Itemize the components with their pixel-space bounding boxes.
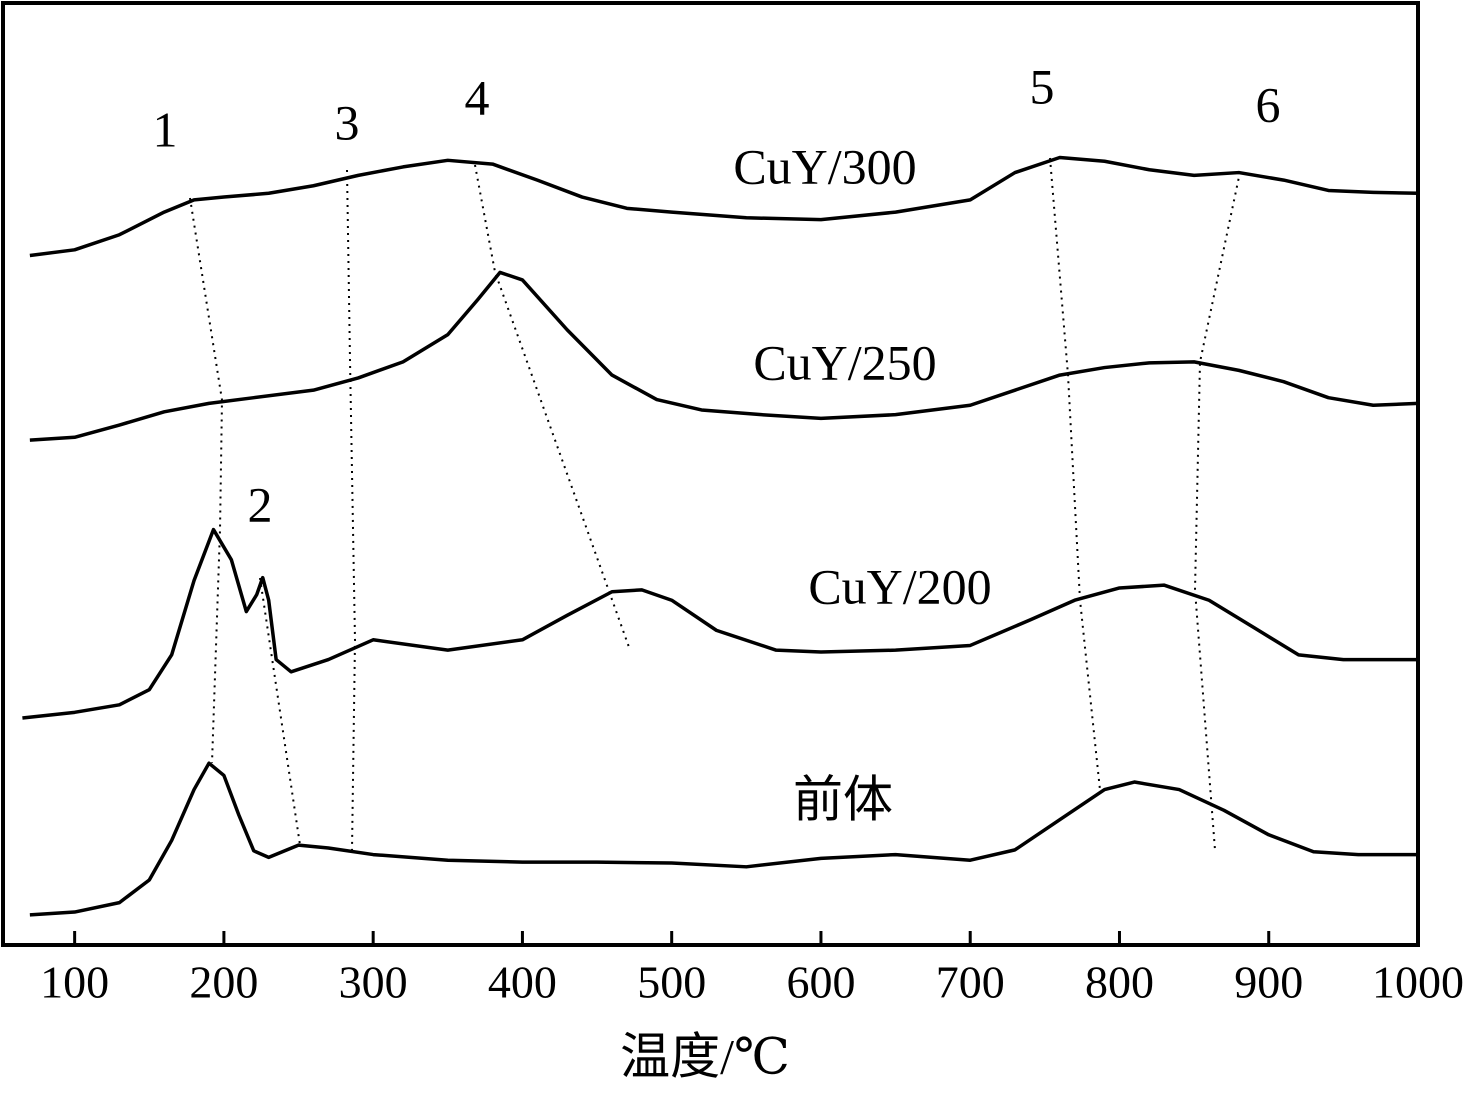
guide-line	[1193, 171, 1241, 851]
peak-label: 4	[465, 69, 490, 125]
x-tick-label: 700	[936, 957, 1005, 1008]
x-tick-label: 200	[189, 957, 258, 1008]
series-label: CuY/200	[808, 558, 991, 614]
x-tick-label: 400	[488, 957, 557, 1008]
data-line	[29, 155, 1419, 258]
peak-label: 1	[153, 101, 178, 157]
guide-line	[189, 197, 224, 764]
series-label: 前体	[793, 771, 893, 827]
x-tick-label: 300	[339, 957, 408, 1008]
peak-label: 2	[248, 476, 273, 532]
peak-label: 6	[1256, 76, 1281, 132]
guide-line	[474, 164, 631, 651]
peak-label: 3	[335, 94, 360, 150]
guide-line	[346, 169, 357, 851]
x-axis-label: 温度/℃	[620, 1028, 790, 1084]
plot-frame	[1, 1, 1420, 947]
x-tick-label: 900	[1234, 957, 1303, 1008]
peak-guides	[189, 157, 1241, 851]
x-tick-label: 1000	[1372, 957, 1464, 1008]
guide-line	[259, 577, 301, 846]
data-line	[29, 270, 1419, 442]
guide-line	[1049, 157, 1101, 791]
data-line	[29, 761, 1418, 917]
x-tick-label: 100	[40, 957, 109, 1008]
peak-label: 5	[1030, 58, 1055, 114]
series-label: CuY/300	[733, 138, 916, 194]
x-tick-label: 600	[786, 957, 855, 1008]
series-label: CuY/250	[753, 334, 936, 390]
x-tick-label: 500	[637, 957, 706, 1008]
x-tick-label: 800	[1085, 957, 1154, 1008]
data-line	[22, 527, 1418, 720]
